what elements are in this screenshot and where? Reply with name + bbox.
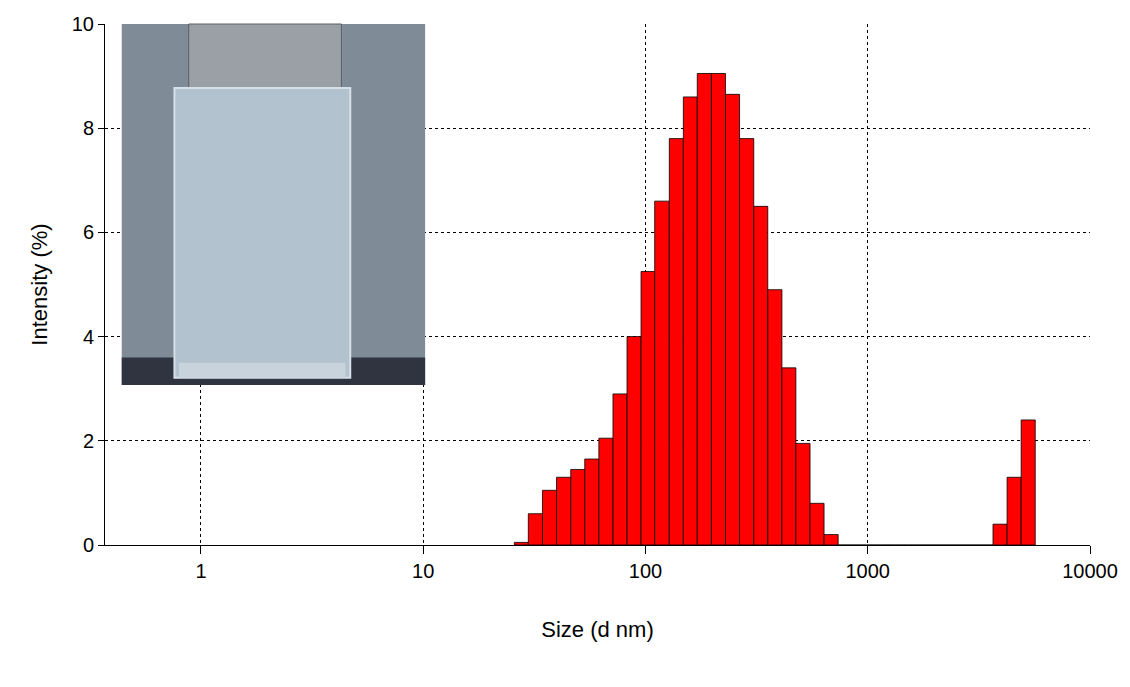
svg-text:4: 4	[83, 326, 94, 348]
svg-text:6: 6	[83, 221, 94, 243]
svg-text:1: 1	[195, 560, 206, 582]
svg-text:0: 0	[83, 534, 94, 556]
svg-text:Intensity (%): Intensity (%)	[27, 223, 52, 345]
svg-text:8: 8	[83, 117, 94, 139]
svg-text:100: 100	[629, 560, 662, 582]
svg-text:10: 10	[412, 560, 434, 582]
svg-text:Size (d nm): Size (d nm)	[541, 617, 653, 642]
svg-text:10000: 10000	[1062, 560, 1118, 582]
svg-text:10: 10	[72, 13, 94, 35]
svg-text:1000: 1000	[845, 560, 890, 582]
svg-text:2: 2	[83, 430, 94, 452]
